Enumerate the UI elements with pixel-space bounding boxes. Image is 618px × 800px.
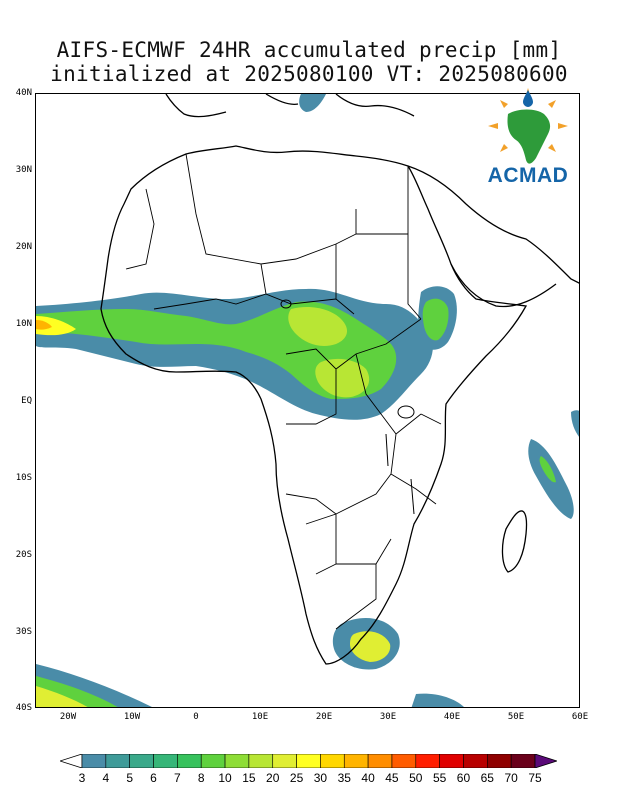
precip-congo-lime xyxy=(315,358,370,398)
lon-label-20w: 20W xyxy=(59,712,77,722)
colorbar-cell xyxy=(439,754,464,768)
lat-label-eq: EQ xyxy=(21,396,32,406)
arabia-coastline xyxy=(407,165,579,308)
colorbar-label: 25 xyxy=(289,771,304,785)
lat-label-10n: 10N xyxy=(15,319,32,329)
acmad-logo xyxy=(478,86,578,186)
colorbar-cell xyxy=(415,754,440,768)
colorbar-label: 4 xyxy=(102,771,110,785)
coastlines xyxy=(100,94,579,665)
precip-ne-ocean xyxy=(571,410,579,437)
drop-icon xyxy=(523,90,533,107)
lake-malawi xyxy=(410,478,415,515)
lat-label-10s: 10S xyxy=(15,473,32,483)
colorbar-cell xyxy=(272,754,297,768)
lon-label-10e: 10E xyxy=(251,712,269,722)
colorbar-label: 60 xyxy=(456,771,471,785)
colorbar-label: 15 xyxy=(242,771,256,785)
colorbar-label: 70 xyxy=(504,771,518,785)
colorbar-label: 8 xyxy=(197,771,205,785)
colorbar-max-triangle xyxy=(534,754,557,768)
colorbar-cell xyxy=(367,754,393,768)
lon-label-10w: 10W xyxy=(123,712,141,722)
precip-south-africa-yellow xyxy=(350,631,391,662)
colorbar-cell xyxy=(487,754,512,768)
colorbar-label: 30 xyxy=(313,771,328,785)
lake-victoria xyxy=(397,405,415,419)
lat-label-20n: 20N xyxy=(15,242,32,252)
chart-title-line2: initialized at 2025080100 VT: 2025080600 xyxy=(50,62,568,86)
precip-ethiopia-green xyxy=(422,298,449,341)
colorbar-label: 10 xyxy=(218,771,232,785)
colorbar-label: 75 xyxy=(528,771,542,785)
colorbar-label: 65 xyxy=(480,771,494,785)
colorbar-cell xyxy=(81,754,107,768)
colorbar-label: 3 xyxy=(78,771,86,785)
lon-label-40e: 40E xyxy=(443,712,461,722)
country-borders xyxy=(125,153,442,630)
lake-chad xyxy=(280,299,292,309)
lon-label-30e: 30E xyxy=(379,712,397,722)
lat-label-20s: 20S xyxy=(15,550,32,560)
lon-label-20e: 20E xyxy=(315,712,333,722)
acmad-logo-graphic xyxy=(488,88,568,164)
colorbar-cell xyxy=(320,754,345,768)
colorbar-label: 6 xyxy=(150,771,157,785)
colorbar-cells xyxy=(60,754,557,768)
precip-westcoast-orange xyxy=(36,320,52,330)
lon-label-60e: 60E xyxy=(571,712,589,722)
colorbar-min-triangle xyxy=(60,754,83,768)
lake-tanganyika xyxy=(385,433,389,467)
africa-coastline xyxy=(100,145,528,665)
europe-coastline xyxy=(165,94,415,118)
africa-map-svg xyxy=(36,94,579,707)
colorbar-label: 20 xyxy=(266,771,280,785)
precip-mediterranean xyxy=(299,94,326,112)
lat-label-40s: 40S xyxy=(15,703,32,713)
lon-label-0: 0 xyxy=(193,712,199,722)
lat-label-30s: 30S xyxy=(15,627,32,637)
precip-indian-ocean-green xyxy=(539,456,556,483)
colorbar-cell xyxy=(200,754,226,768)
precip-itcz-lime xyxy=(288,307,348,346)
colorbar-cell xyxy=(463,754,488,768)
lat-label-40n: 40N xyxy=(15,88,32,98)
precip-s-ocean xyxy=(411,693,464,707)
colorbar-label: 45 xyxy=(385,771,399,785)
border-lines xyxy=(125,153,442,630)
africa-shape-icon xyxy=(507,109,551,164)
colorbar-cell xyxy=(510,754,536,768)
precip-areas xyxy=(36,94,579,707)
colorbar-label: 55 xyxy=(432,771,447,785)
lat-label-30n: 30N xyxy=(15,165,32,175)
colorbar-cell xyxy=(177,754,202,768)
precip-sw-ocean-yellow xyxy=(36,686,88,707)
precip-westcoast-yellow xyxy=(36,316,76,336)
chart-title-line1: AIFS-ECMWF 24HR accumulated precip [mm] xyxy=(56,38,562,62)
colorbar-label: 5 xyxy=(126,771,134,785)
madagascar-coastline xyxy=(501,510,528,573)
lon-label-50e: 50E xyxy=(507,712,525,722)
colorbar-label: 7 xyxy=(174,771,181,785)
colorbar-cell xyxy=(343,754,369,768)
colorbar xyxy=(60,754,557,768)
colorbar-label: 35 xyxy=(337,771,351,785)
precip-map xyxy=(35,93,580,708)
colorbar-label: 40 xyxy=(361,771,375,785)
colorbar-cell xyxy=(224,754,250,768)
colorbar-label: 50 xyxy=(409,771,423,785)
colorbar-cell xyxy=(296,754,321,768)
colorbar-cell xyxy=(129,754,154,768)
colorbar-cell xyxy=(153,754,178,768)
lakes xyxy=(280,299,415,515)
acmad-logo-text: ACMAD xyxy=(487,164,569,187)
colorbar-cell xyxy=(248,754,274,768)
colorbar-cell xyxy=(105,754,130,768)
colorbar-cell xyxy=(391,754,417,768)
